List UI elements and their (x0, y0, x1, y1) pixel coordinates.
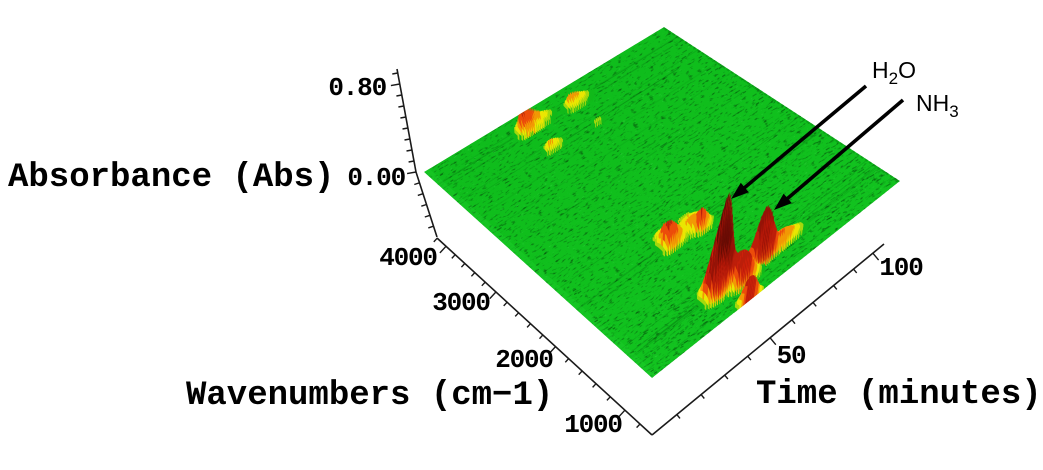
svg-text:100: 100 (879, 253, 923, 283)
svg-text:NH3: NH3 (916, 90, 959, 121)
svg-text:Absorbance (Abs): Absorbance (Abs) (8, 159, 334, 197)
svg-text:50: 50 (777, 341, 806, 371)
svg-text:3000: 3000 (432, 288, 490, 318)
svg-text:H2O: H2O (872, 57, 916, 88)
svg-text:Time (minutes): Time (minutes) (756, 376, 1042, 414)
svg-text:1000: 1000 (564, 410, 622, 440)
svg-text:Wavenumbers (cm−1): Wavenumbers (cm−1) (186, 377, 553, 415)
svg-text:4000: 4000 (379, 243, 437, 273)
svg-text:2000: 2000 (495, 345, 553, 375)
svg-text:0.80: 0.80 (328, 73, 386, 103)
svg-text:0.00: 0.00 (347, 163, 405, 193)
